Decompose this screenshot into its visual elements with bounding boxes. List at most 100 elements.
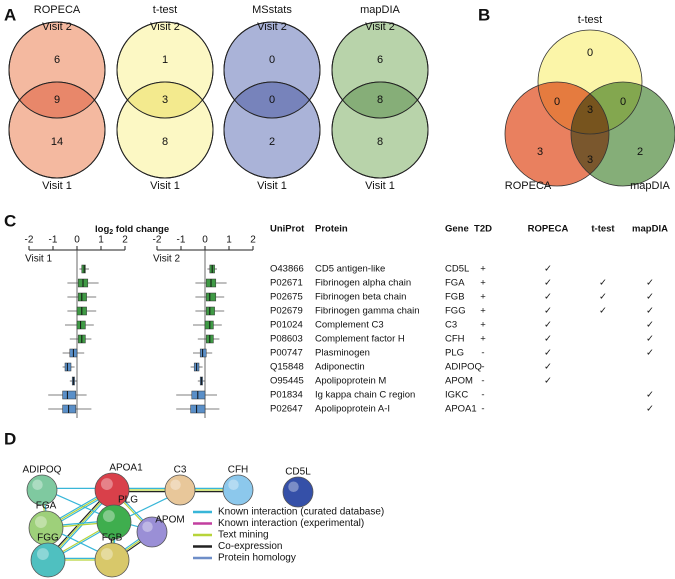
network-node (94, 542, 130, 578)
x-tick-label: 0 (202, 235, 208, 246)
venn-outline (116, 21, 214, 119)
venn-count: 0 (620, 96, 626, 108)
venn-title: ROPECA (34, 4, 81, 16)
network-node (96, 504, 132, 540)
venn-overlap (224, 82, 320, 118)
table-cell: ADIPOQ (445, 362, 482, 373)
node-label: ADIPOQ (23, 465, 62, 476)
venn-circle (571, 82, 675, 186)
table-header: T2D (474, 224, 492, 235)
table-cell: Plasminogen (315, 348, 370, 359)
venn-count: 14 (51, 136, 63, 148)
axis-title-sub: 2 (109, 229, 113, 236)
plot-label: Visit 1 (25, 254, 52, 265)
legend-label: Protein homology (218, 553, 296, 564)
x-tick-label: -1 (49, 235, 58, 246)
venn-set-label: Visit 2 (257, 21, 287, 33)
node-highlight (36, 548, 49, 560)
table-cell: FGA (445, 278, 465, 289)
box (205, 292, 217, 302)
table-cell: ✓ (646, 306, 654, 317)
node-highlight (32, 479, 43, 490)
table-cell: Q15848 (270, 362, 304, 373)
venn-outline (8, 81, 106, 179)
venn-title: MSstats (252, 4, 292, 16)
node-highlight (34, 516, 47, 528)
box (191, 390, 206, 400)
panel-label: D (4, 429, 16, 448)
venn-set-label: mapDIA (630, 180, 670, 192)
table-cell: PLG (445, 348, 464, 359)
node-highlight (288, 481, 299, 492)
table-header: ROPECA (528, 224, 569, 235)
venn-overlap (9, 82, 105, 118)
node-label: CFH (228, 465, 249, 476)
network-node (222, 474, 254, 506)
node-highlight (228, 479, 239, 490)
axis-title-part: log (95, 224, 109, 235)
venn-count: 8 (377, 136, 383, 148)
venn-outline (537, 29, 643, 135)
table-cell: ✓ (599, 292, 607, 303)
table-cell: O95445 (270, 376, 304, 387)
node-label: FGG (37, 533, 59, 544)
table-cell: Apolipoprotein M (315, 376, 386, 387)
venn-count: 8 (377, 94, 383, 106)
venn-count: 2 (269, 136, 275, 148)
table-cell: + (480, 264, 486, 275)
table-cell: - (481, 376, 484, 387)
venn-outline (570, 81, 675, 187)
venn-count: 1 (162, 54, 168, 66)
box (62, 390, 77, 400)
x-tick-label: -2 (25, 235, 34, 246)
table-header: mapDIA (632, 224, 668, 235)
table-cell: P08603 (270, 334, 303, 345)
table-cell: + (480, 292, 486, 303)
table-cell: ✓ (544, 306, 552, 317)
box (205, 306, 215, 316)
node-label: FGB (102, 533, 123, 544)
table-cell: ✓ (646, 320, 654, 331)
node-highlight (100, 548, 113, 560)
table-cell: ✓ (544, 264, 552, 275)
table-cell: ✓ (544, 292, 552, 303)
table-header: UniProt (270, 224, 305, 235)
venn-set-label: Visit 2 (150, 21, 180, 33)
table-cell: Complement C3 (315, 320, 384, 331)
node-label: APOM (155, 515, 184, 526)
box (199, 348, 207, 358)
box (81, 264, 86, 274)
panel-label: C (4, 211, 16, 230)
axis-title: log2 fold change (95, 224, 169, 236)
table-cell: FGB (445, 292, 465, 303)
table-cell: - (481, 348, 484, 359)
x-tick-label: -1 (177, 235, 186, 246)
table-cell: ✓ (599, 306, 607, 317)
table-cell: IGKC (445, 390, 468, 401)
legend-label: Known interaction (curated database) (218, 507, 384, 518)
box (64, 362, 72, 372)
table-header: Protein (315, 224, 348, 235)
table-cell: APOA1 (445, 404, 477, 415)
table-cell: + (480, 320, 486, 331)
node-label: FGA (36, 501, 57, 512)
table-cell: P02647 (270, 404, 303, 415)
venn-set-label: Visit 2 (42, 21, 72, 33)
table-cell: Apolipoprotein A-I (315, 404, 390, 415)
venn-count: 3 (587, 104, 593, 116)
legend-label: Text mining (218, 530, 269, 541)
table-cell: P00747 (270, 348, 303, 359)
table-cell: Fibrinogen alpha chain (315, 278, 411, 289)
x-tick-label: 2 (250, 235, 256, 246)
venn-count: 8 (162, 136, 168, 148)
venn-count: 3 (587, 154, 593, 166)
node-label: PLG (118, 495, 138, 506)
venn-count: 3 (537, 146, 543, 158)
table-cell: ✓ (544, 376, 552, 387)
x-tick-label: 2 (122, 235, 128, 246)
table-cell: APOM (445, 376, 473, 387)
table-cell: P02679 (270, 306, 303, 317)
venn-set-label: Visit 1 (42, 180, 72, 192)
table-cell: P01834 (270, 390, 303, 401)
